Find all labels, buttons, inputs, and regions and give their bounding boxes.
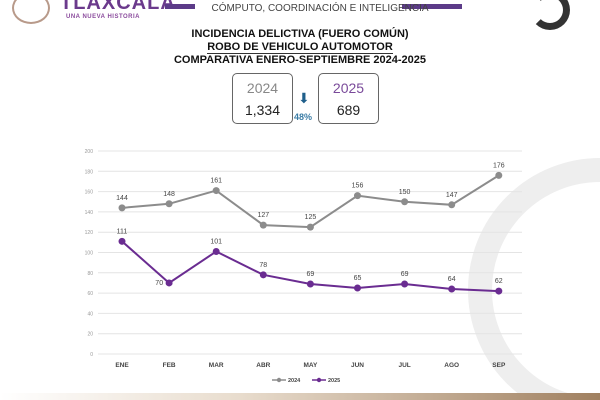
total-value: 1,334 bbox=[244, 102, 281, 118]
x-tick-label: MAY bbox=[303, 362, 318, 369]
data-label-2025: 69 bbox=[307, 271, 315, 278]
data-point-2024 bbox=[118, 204, 126, 212]
data-label-2024: 148 bbox=[163, 191, 175, 198]
data-point-2024 bbox=[306, 223, 314, 231]
y-tick-label: 40 bbox=[87, 311, 93, 317]
data-point-2024 bbox=[448, 201, 456, 209]
data-point-2025 bbox=[212, 247, 220, 255]
x-tick-label: AGO bbox=[444, 362, 459, 369]
data-label-2025: 101 bbox=[210, 238, 222, 245]
title-line-1: INCIDENCIA DELICTIVA (FUERO COMÚN) bbox=[191, 28, 409, 40]
y-tick-label: 140 bbox=[85, 210, 94, 216]
header-bar-left bbox=[165, 4, 195, 9]
y-tick-label: 120 bbox=[85, 230, 94, 236]
x-tick-label: JUL bbox=[398, 362, 410, 369]
data-label-2024: 156 bbox=[352, 183, 364, 190]
data-point-2024 bbox=[165, 200, 173, 208]
data-label-2025: 65 bbox=[354, 275, 362, 282]
data-label-2025: 70 bbox=[155, 280, 163, 287]
y-tick-label: 200 bbox=[85, 149, 94, 155]
chart-titles: INCIDENCIA DELICTIVA (FUERO COMÚN) ROBO … bbox=[150, 28, 450, 67]
data-label-2024: 176 bbox=[493, 162, 505, 169]
data-label-2024: 127 bbox=[257, 212, 269, 219]
header-bar-right bbox=[402, 4, 462, 9]
logo-text: TLAXCALA bbox=[60, 0, 176, 14]
data-point-2024 bbox=[259, 221, 267, 229]
y-tick-label: 20 bbox=[87, 332, 93, 338]
x-tick-label: SEP bbox=[492, 362, 506, 369]
data-label-2024: 125 bbox=[305, 214, 317, 221]
data-point-2025 bbox=[118, 237, 126, 245]
x-tick-label: MAR bbox=[209, 362, 224, 369]
summary-box-2024: 2024 1,334 bbox=[232, 73, 293, 124]
data-point-2025 bbox=[354, 284, 361, 292]
data-point-2024 bbox=[212, 187, 220, 195]
x-tick-label: FEB bbox=[163, 362, 176, 369]
y-tick-label: 0 bbox=[90, 352, 93, 358]
data-point-2024 bbox=[401, 198, 409, 206]
y-tick-label: 60 bbox=[87, 291, 93, 297]
summary-box-2025: 2025 689 bbox=[318, 73, 379, 124]
data-label-2024: 161 bbox=[210, 178, 222, 185]
x-tick-label: ENE bbox=[115, 362, 129, 369]
data-point-2025 bbox=[165, 279, 173, 287]
data-label-2024: 144 bbox=[116, 195, 128, 202]
legend-marker-2025 bbox=[316, 377, 322, 383]
legend-label-2025: 2025 bbox=[328, 378, 340, 384]
data-point-2025 bbox=[495, 287, 503, 295]
y-tick-label: 160 bbox=[85, 190, 94, 196]
total-value: 689 bbox=[336, 102, 361, 118]
bottom-strip bbox=[0, 393, 600, 400]
year-label: 2024 bbox=[246, 80, 279, 96]
data-point-2025 bbox=[259, 271, 267, 279]
data-label-2024: 150 bbox=[399, 189, 411, 196]
data-point-2025 bbox=[401, 280, 409, 288]
change-percent: 48% bbox=[294, 112, 313, 122]
data-point-2025 bbox=[306, 280, 314, 288]
data-point-2025 bbox=[448, 285, 456, 293]
tlaxcala-logo-icon bbox=[12, 0, 50, 24]
y-tick-label: 100 bbox=[85, 251, 94, 257]
y-tick-label: 180 bbox=[85, 169, 94, 175]
logo-subtitle: UNA NUEVA HISTORIA bbox=[66, 14, 141, 20]
y-tick-label: 80 bbox=[87, 271, 93, 277]
data-label-2025: 64 bbox=[448, 276, 456, 283]
legend-label-2024: 2024 bbox=[288, 378, 301, 384]
data-label-2024: 147 bbox=[446, 192, 458, 199]
data-label-2025: 111 bbox=[117, 228, 128, 235]
data-point-2024 bbox=[354, 192, 361, 200]
c5-logo-icon bbox=[530, 0, 570, 30]
title-line-3: COMPARATIVA ENERO-SEPTIEMBRE 2024-2025 bbox=[173, 54, 427, 66]
legend-marker-2024 bbox=[276, 377, 282, 383]
arrow-down-icon: ⬇ bbox=[298, 90, 310, 106]
title-line-2: ROBO DE VEHICULO AUTOMOTOR bbox=[207, 40, 393, 54]
data-point-2024 bbox=[495, 171, 503, 179]
data-label-2025: 69 bbox=[401, 271, 409, 278]
data-label-2025: 78 bbox=[259, 262, 267, 269]
department-name: CÓMPUTO, COORDINACIÓN E INTELIGENCIA bbox=[211, 3, 429, 14]
x-tick-label: ABR bbox=[256, 362, 270, 369]
year-label: 2025 bbox=[332, 80, 365, 96]
data-label-2025: 62 bbox=[495, 278, 503, 285]
x-tick-label: JUN bbox=[351, 362, 364, 369]
